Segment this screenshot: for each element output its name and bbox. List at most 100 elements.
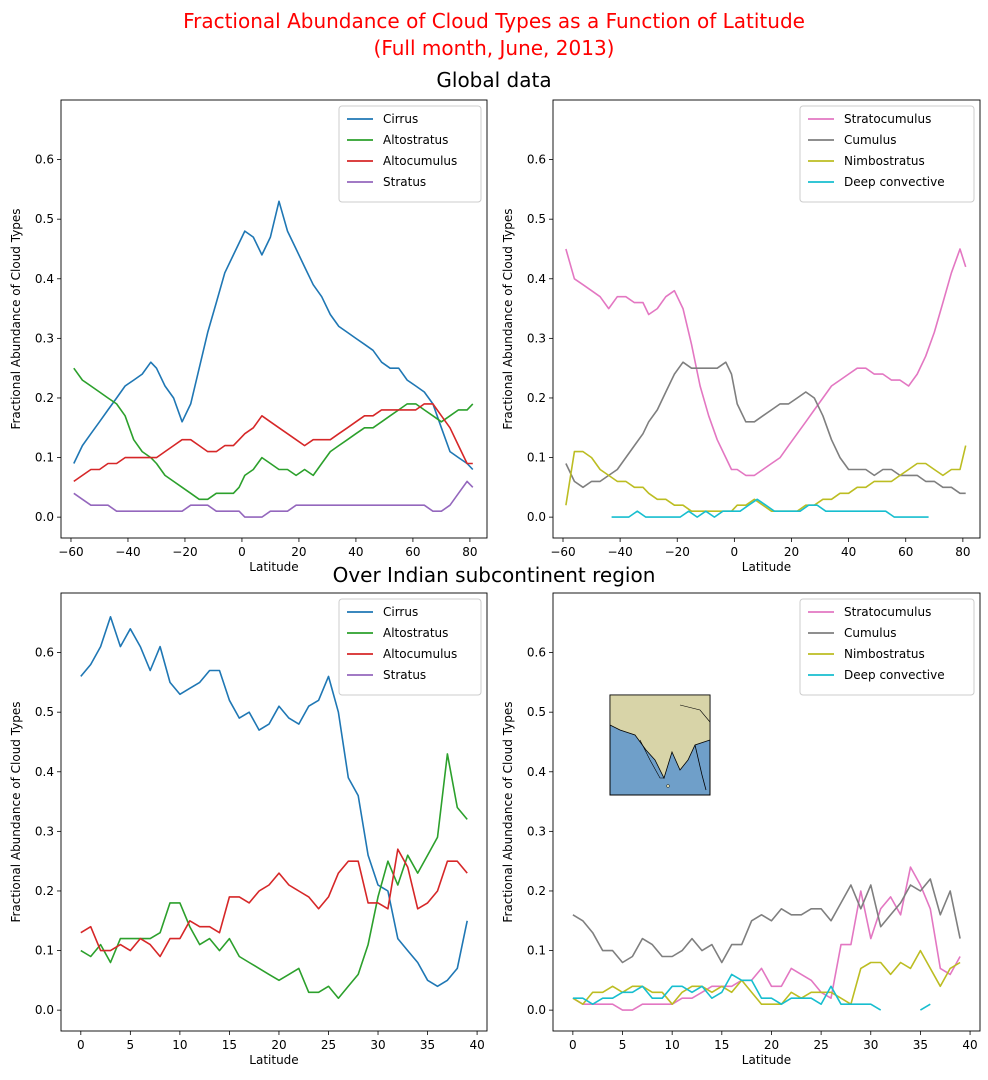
y-tick-label: 0.1 xyxy=(35,944,54,958)
series-line-deep-convective xyxy=(572,973,931,1011)
x-tick-label: 10 xyxy=(172,1038,187,1052)
axes-frame xyxy=(552,592,981,1032)
series-line-altostratus xyxy=(80,753,468,999)
y-tick-label: 0.4 xyxy=(527,765,546,779)
y-tick-label: 0.5 xyxy=(35,705,54,719)
y-tick-label: 0.1 xyxy=(527,944,546,958)
y-axis-label: Fractional Abundance of Cloud Types xyxy=(501,208,515,429)
axes-frame xyxy=(60,99,488,539)
y-tick-label: 0.0 xyxy=(35,1003,54,1017)
legend-label: Stratus xyxy=(383,175,426,189)
x-tick-label: −40 xyxy=(607,545,632,559)
y-tick-label: 0.2 xyxy=(527,391,546,405)
legend: Cirrus Altostratus Altocumulus Stratus xyxy=(338,105,482,203)
series-lines xyxy=(572,866,961,1011)
y-tick-label: 0.2 xyxy=(35,391,54,405)
x-axis-label: Latitude xyxy=(249,1053,298,1067)
legend-label: Altostratus xyxy=(383,626,448,640)
legend-label: Altocumulus xyxy=(383,647,457,661)
y-axis-label: Fractional Abundance of Cloud Types xyxy=(9,208,23,429)
y-tick-label: 0.6 xyxy=(527,153,546,167)
legend-label: Deep convective xyxy=(844,175,945,189)
x-tick-label: 30 xyxy=(370,1038,385,1052)
y-tick-label: 0.3 xyxy=(35,824,54,838)
x-tick-label: −20 xyxy=(665,545,690,559)
x-tick-label: 15 xyxy=(714,1038,729,1052)
y-tick-label: 0.3 xyxy=(35,331,54,345)
y-tick-label: 0.0 xyxy=(35,510,54,524)
y-tick-label: 0.3 xyxy=(527,824,546,838)
figure-title-line1: Fractional Abundance of Cloud Types as a… xyxy=(183,9,805,33)
legend-label: Altocumulus xyxy=(383,154,457,168)
x-tick-label: 5 xyxy=(127,1038,135,1052)
panel-india-upper-levels: 0 5 10 15 20 25 30 35 40 0.0 0.1 0.2 0.3 0.4 0.5 0.6 Lat… xyxy=(9,592,488,1067)
x-tick-label: 0 xyxy=(238,545,246,559)
y-tick-label: 0.4 xyxy=(527,272,546,286)
x-tick-label: 80 xyxy=(462,545,477,559)
x-tick-label: 20 xyxy=(271,1038,286,1052)
legend-box xyxy=(338,598,482,696)
legend-label: Altostratus xyxy=(383,133,448,147)
legend-label: Nimbostratus xyxy=(844,154,925,168)
x-tick-label: 80 xyxy=(955,545,970,559)
x-tick-label: 30 xyxy=(863,1038,878,1052)
x-tick-label: 60 xyxy=(898,545,913,559)
y-axis-label: Fractional Abundance of Cloud Types xyxy=(501,701,515,922)
series-line-altostratus xyxy=(73,367,474,501)
legend-label: Nimbostratus xyxy=(844,647,925,661)
series-lines xyxy=(73,200,474,518)
x-tick-label: 0 xyxy=(569,1038,577,1052)
legend-label: Stratocumulus xyxy=(844,605,931,619)
legend: Cirrus Altostratus Altocumulus Stratus xyxy=(338,598,482,696)
y-tick-label: 0.6 xyxy=(35,646,54,660)
x-axis-label: Latitude xyxy=(742,560,791,574)
legend: Stratocumulus Cumulus Nimbostratus Deep con… xyxy=(799,105,975,203)
y-tick-label: 0.5 xyxy=(527,705,546,719)
section-title-india: Over Indian subcontinent region xyxy=(333,563,656,587)
panel-global-lower-levels: −60 −40 −20 0 20 40 60 80 0.0 0.1 0.2 0.3 0.4 0.5 0.6 L… xyxy=(501,99,981,574)
series-line-deep-convective xyxy=(611,498,929,518)
x-tick-label: 40 xyxy=(962,1038,977,1052)
y-tick-label: 0.6 xyxy=(527,646,546,660)
legend-label: Cumulus xyxy=(844,626,896,640)
x-tick-label: 0 xyxy=(77,1038,85,1052)
series-line-nimbostratus xyxy=(572,949,961,1005)
x-tick-label: −20 xyxy=(172,545,197,559)
panel-india-lower-levels: 0 5 10 15 20 25 30 35 40 0.0 0.1 0.2 0.3 0.4 0.5 0.6 Lat… xyxy=(501,592,981,1067)
x-tick-label: −40 xyxy=(115,545,140,559)
y-tick-label: 0.3 xyxy=(527,331,546,345)
x-tick-label: 25 xyxy=(321,1038,336,1052)
x-axis-label: Latitude xyxy=(742,1053,791,1067)
y-axis-label: Fractional Abundance of Cloud Types xyxy=(9,701,23,922)
series-line-altocumulus xyxy=(73,403,473,483)
legend-label: Stratus xyxy=(383,668,426,682)
y-tick-label: 0.1 xyxy=(35,451,54,465)
series-line-stratus xyxy=(73,480,474,518)
series-line-nimbostratus xyxy=(565,445,967,512)
section-title-global: Global data xyxy=(436,68,551,92)
legend-box xyxy=(338,105,482,203)
y-tick-label: 0.2 xyxy=(35,884,54,898)
x-tick-label: 20 xyxy=(784,545,799,559)
x-axis-label: Latitude xyxy=(249,560,298,574)
panel-global-upper-levels: −60 −40 −20 0 20 40 60 80 0.0 0.1 0.2 0.3 0.4 0.5 0.6 L… xyxy=(9,99,488,574)
y-tick-label: 0.4 xyxy=(35,765,54,779)
legend-label: Deep convective xyxy=(844,668,945,682)
axes-frame xyxy=(552,99,981,539)
series-line-cumulus xyxy=(572,878,961,964)
x-tick-label: 20 xyxy=(291,545,306,559)
x-tick-label: −60 xyxy=(58,545,83,559)
series-line-cirrus xyxy=(80,616,468,988)
series-line-stratocumulus xyxy=(565,248,967,477)
series-line-cirrus xyxy=(73,200,474,471)
y-tick-label: 0.6 xyxy=(35,153,54,167)
axes-frame xyxy=(60,592,488,1032)
x-tick-label: −60 xyxy=(550,545,575,559)
y-tick-label: 0.4 xyxy=(35,272,54,286)
x-tick-label: 20 xyxy=(764,1038,779,1052)
india-map-inset xyxy=(609,694,711,796)
x-tick-label: 60 xyxy=(405,545,420,559)
x-tick-label: 0 xyxy=(731,545,739,559)
legend-label: Cumulus xyxy=(844,133,896,147)
y-tick-label: 0.1 xyxy=(527,451,546,465)
